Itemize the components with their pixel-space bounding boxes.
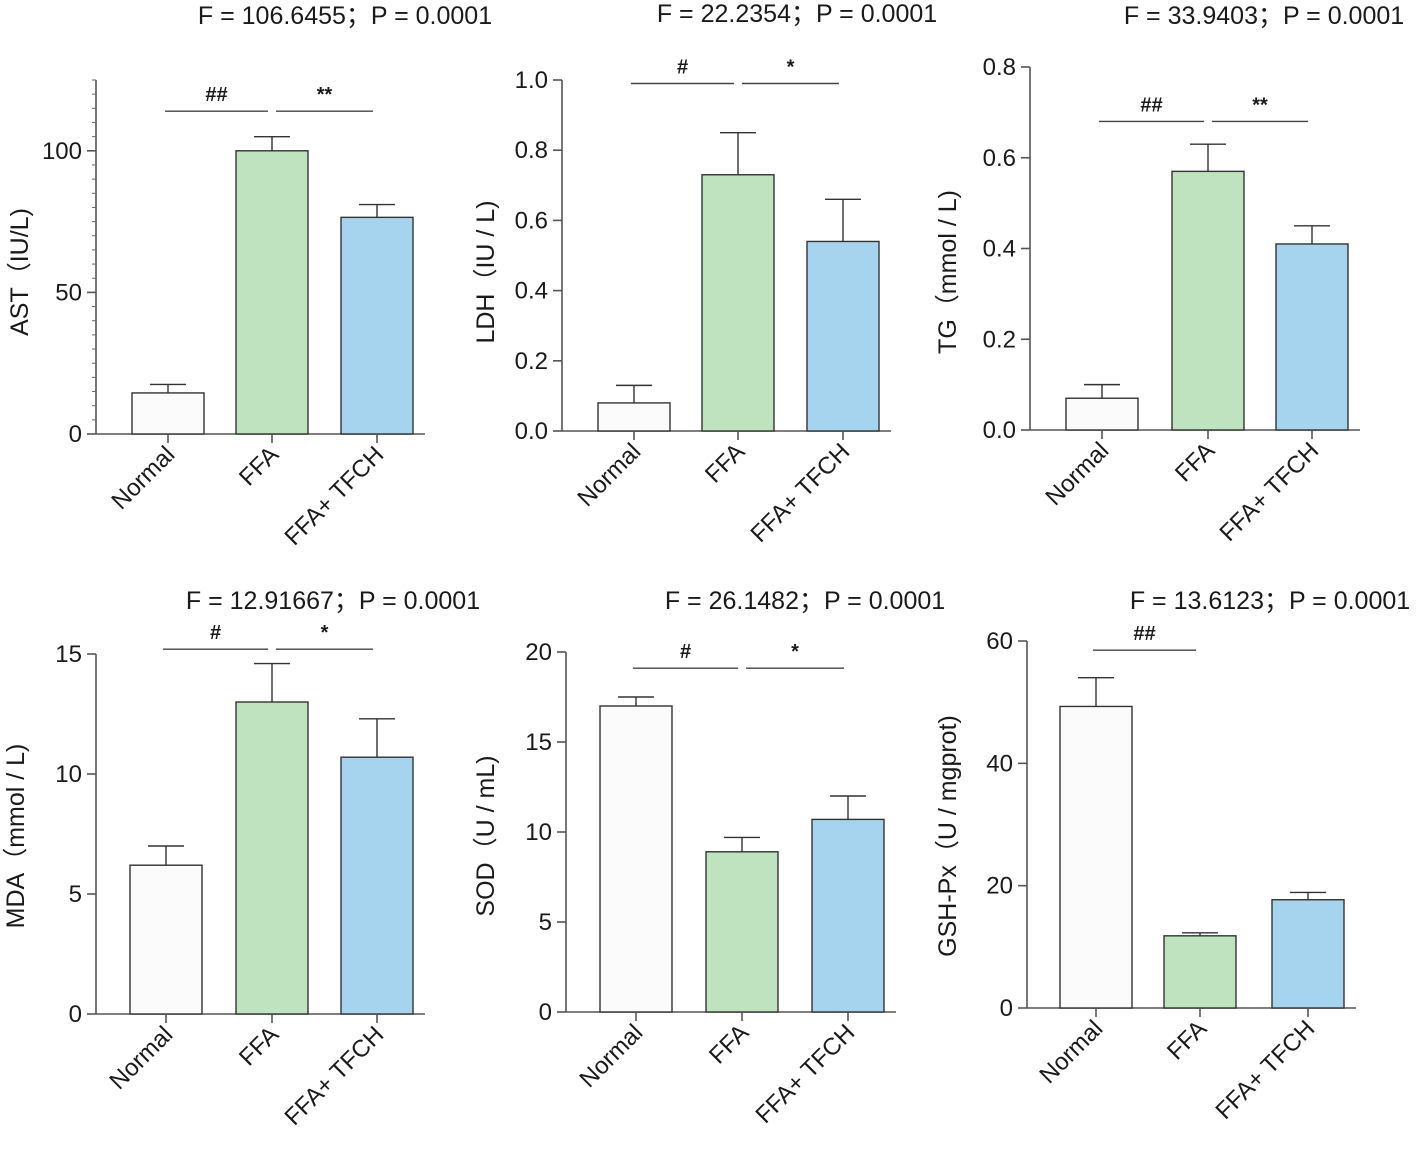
- bar-normal: [131, 392, 205, 435]
- y-axis-label: TG（mmol / L): [934, 190, 962, 354]
- y-tick-label: 0.8: [515, 137, 548, 164]
- y-tick-label: 0: [1000, 995, 1013, 1022]
- category-label: FFA: [1162, 1015, 1212, 1065]
- y-tick-label: 0.6: [983, 145, 1016, 172]
- y-axis-label: AST（IU/L): [6, 208, 34, 336]
- category-label: FFA: [1170, 437, 1220, 487]
- category-label: FFA+ TFCH: [279, 1021, 389, 1131]
- category-label: Normal: [572, 438, 646, 512]
- significance-label: ##: [205, 84, 227, 106]
- bar-ffa: [235, 701, 309, 1015]
- y-tick-label: 0: [69, 1001, 82, 1028]
- significance-label: *: [787, 57, 795, 79]
- bar-ffa: [1163, 935, 1237, 1009]
- chart-panel-6: F = 13.6123；P = 0.0001 GSH-Px（U / mgprot)…: [934, 587, 1410, 1125]
- bar-ffa: [705, 851, 779, 1013]
- bar-normal: [597, 402, 671, 432]
- category-label: FFA+ TFCH: [750, 1019, 860, 1129]
- bar-ffa: [701, 174, 775, 432]
- y-tick-label: 0.2: [983, 326, 1016, 353]
- y-tick-label: 20: [986, 873, 1013, 900]
- bar-normal: [129, 864, 203, 1015]
- chart-panel-3: F = 33.9403；P = 0.0001 TG（mmol / L) 0.0 0.2…: [934, 2, 1404, 547]
- y-tick-label: 0.4: [515, 278, 548, 305]
- chart-panel-1: F = 106.6455；P = 0.0001 AST（IU/L) 0 50 100 No…: [6, 2, 492, 551]
- y-tick-label: 15: [55, 641, 82, 668]
- significance-label: #: [677, 57, 688, 79]
- chart-stat-title: F = 26.1482；P = 0.0001: [665, 587, 945, 615]
- bar-normal: [1065, 397, 1139, 431]
- bar-ffa-tfch: [811, 818, 885, 1013]
- category-label: FFA+ TFCH: [745, 438, 855, 548]
- y-tick-label: 0.4: [983, 236, 1016, 263]
- y-tick-label: 10: [55, 761, 82, 788]
- category-label: Normal: [104, 1021, 178, 1095]
- significance-label: *: [791, 641, 799, 663]
- category-label: Normal: [1040, 437, 1114, 511]
- y-axis-label: SOD（U / mL): [472, 755, 500, 916]
- y-tick-label: 100: [42, 138, 82, 165]
- chart-stat-title: F = 33.9403；P = 0.0001: [1124, 2, 1404, 30]
- category-label: FFA+ TFCH: [1214, 437, 1324, 547]
- bar-ffa-tfch: [1271, 899, 1345, 1009]
- significance-label: #: [680, 641, 691, 663]
- y-tick-label: 40: [986, 750, 1013, 777]
- y-tick-label: 5: [69, 881, 82, 908]
- y-axis-label: GSH-Px（U / mgprot): [934, 715, 962, 957]
- y-tick-label: 1.0: [515, 67, 548, 94]
- y-tick-label: 0.2: [515, 348, 548, 375]
- category-label: FFA+ TFCH: [279, 441, 389, 551]
- y-tick-label: 0.6: [515, 207, 548, 234]
- category-label: Normal: [574, 1019, 648, 1093]
- y-tick-label: 0: [69, 421, 82, 448]
- y-axis-label: MDA（mmol / L): [2, 744, 30, 929]
- y-tick-label: 10: [525, 819, 552, 846]
- category-label: FFA: [704, 1019, 754, 1069]
- category-label: FFA: [234, 1021, 284, 1071]
- y-tick-label: 20: [525, 639, 552, 666]
- significance-label: ##: [1140, 94, 1162, 116]
- y-tick-label: 0: [539, 999, 552, 1026]
- chart-stat-title: F = 13.6123；P = 0.0001: [1130, 587, 1410, 615]
- category-label: FFA: [234, 441, 284, 491]
- category-label: Normal: [1034, 1015, 1108, 1089]
- y-tick-label: 5: [539, 909, 552, 936]
- significance-label: #: [210, 622, 221, 644]
- y-tick-label: 60: [986, 628, 1013, 655]
- y-tick-label: 15: [525, 729, 552, 756]
- y-tick-label: 0.0: [983, 417, 1016, 444]
- chart-panel-5: F = 26.1482；P = 0.0001 SOD（U / mL) 0 5 10 15 2…: [472, 587, 945, 1129]
- bar-ffa-tfch: [806, 240, 880, 432]
- y-axis-label: LDH（IU / L): [472, 200, 500, 343]
- significance-label: *: [321, 622, 329, 644]
- y-tick-label: 50: [55, 279, 82, 306]
- bar-ffa: [1171, 170, 1245, 431]
- chart-stat-title: F = 22.2354；P = 0.0001: [657, 0, 937, 28]
- y-tick-label: 0.0: [515, 418, 548, 445]
- bar-ffa-tfch: [340, 216, 414, 435]
- significance-label: ##: [1133, 623, 1155, 645]
- chart-panel-4: F = 12.91667；P = 0.0001 MDA（mmol / L) 0 5 10…: [2, 587, 480, 1131]
- bar-ffa: [235, 150, 309, 435]
- category-label: FFA+ TFCH: [1210, 1015, 1320, 1125]
- bar-ffa-tfch: [1275, 243, 1349, 431]
- chart-stat-title: F = 106.6455；P = 0.0001: [198, 2, 492, 30]
- significance-label: **: [317, 84, 333, 106]
- significance-label: **: [1252, 94, 1268, 116]
- bar-normal: [599, 705, 673, 1013]
- y-tick-label: 0.8: [983, 54, 1016, 81]
- bar-ffa-tfch: [340, 756, 414, 1015]
- category-label: FFA: [700, 438, 750, 488]
- bar-normal: [1059, 705, 1133, 1009]
- chart-panel-2: F = 22.2354；P = 0.0001 LDH（IU / L) 0.0 0.2 0…: [472, 0, 937, 548]
- chart-stat-title: F = 12.91667；P = 0.0001: [186, 587, 480, 615]
- category-label: Normal: [106, 441, 180, 515]
